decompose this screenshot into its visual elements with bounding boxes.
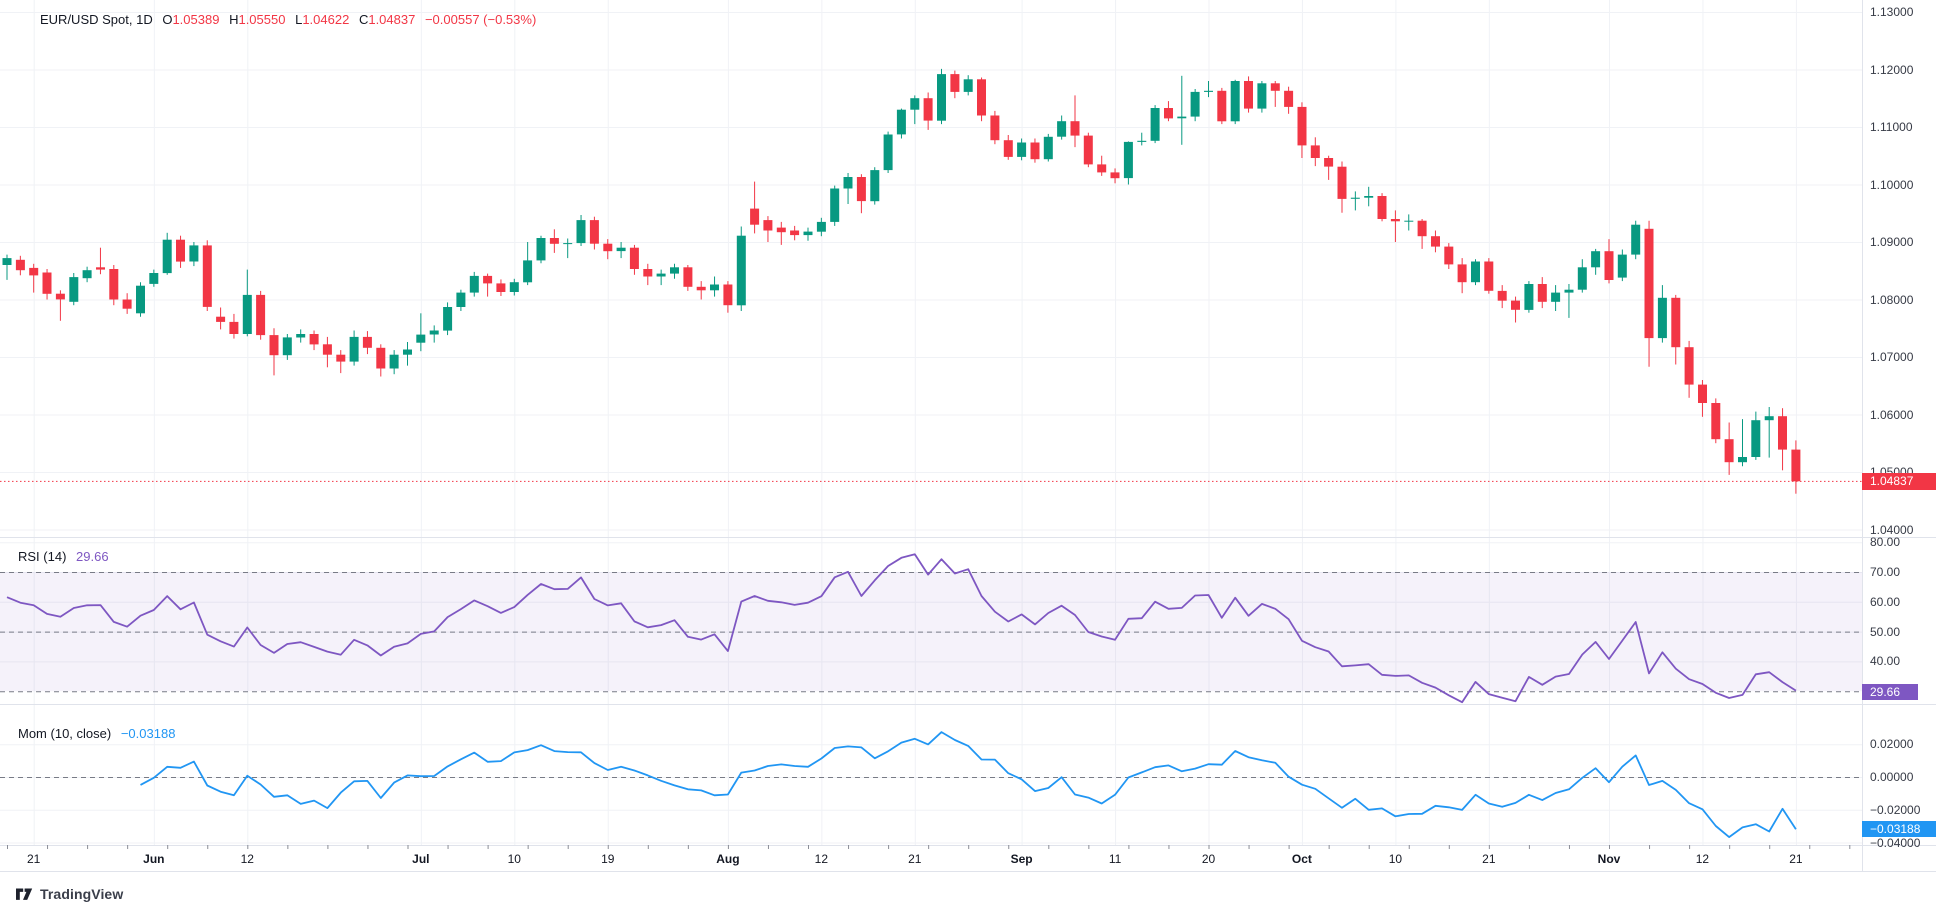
momentum-value: −0.03188 [120,726,176,741]
time-axis-label: 12 [240,852,254,866]
momentum-name: Mom [18,726,47,741]
price-axis-label: 1.13000 [1870,5,1914,19]
time-axis-label: 12 [814,852,829,866]
rsi-legend[interactable]: RSI (14) 29.66 [18,549,109,564]
rsi-axis-label: 60.00 [1870,594,1901,609]
price-axis-label: 1.09000 [1870,235,1914,249]
rsi-value: 29.66 [76,549,109,564]
time-axis-label: Oct [1291,852,1312,866]
tradingview-logo-icon [16,888,33,900]
time-axis-label: 21 [27,852,41,866]
tradingview-logo-text: TradingView [40,886,124,902]
rsi-line [6,553,1797,704]
symbol-title: EUR/USD Spot, 1D [40,12,153,27]
rsi-axis-label: 70.00 [1870,565,1901,579]
low-key: L [295,12,303,27]
time-axis-label: 10 [507,852,521,866]
time-axis-label: 12 [1695,852,1710,866]
price-axis-label: 1.07000 [1870,350,1914,364]
last-price-badge: 1.04837 [1862,472,1936,490]
open-value: 1.05389 [172,12,220,27]
momentum-params: (10, close) [50,726,112,741]
rsi-value-badge: 29.66 [1862,684,1918,701]
rsi-params: (14) [43,549,67,564]
rsi-axis-label: 50.00 [1870,624,1901,639]
momentum-axis-label: 0.00000 [1870,770,1914,784]
candlestick-series [2,68,1801,494]
time-axis-label: 21 [908,852,922,866]
momentum-axis-label: −0.02000 [1870,802,1921,817]
momentum-value-badge: −0.03188 [1862,821,1936,838]
time-axis-label: 21 [1482,852,1496,866]
symbol-legend[interactable]: EUR/USD Spot, 1D O1.05389 H1.05550 L1.04… [40,12,536,27]
close-value: 1.04837 [368,12,416,27]
price-axis-label: 1.10000 [1870,177,1914,192]
rsi-axis-label: 40.00 [1870,654,1901,669]
time-axis-label: 10 [1388,852,1403,866]
price-axis-label: 1.06000 [1870,407,1914,422]
momentum-line [140,731,1797,838]
close-key: C [358,12,369,27]
time-axis-label: 11 [1108,852,1122,866]
time-axis-label: 21 [1789,852,1803,866]
high-value: 1.05550 [238,12,286,27]
time-axis-label: Jul [412,852,430,866]
price-axis-label: 1.11000 [1870,120,1913,134]
time-axis-label: 19 [601,852,615,866]
momentum-legend[interactable]: Mom (10, close) −0.03188 [18,726,175,741]
momentum-axis-label: 0.02000 [1870,737,1914,752]
tradingview-logo[interactable]: TradingView [16,886,123,902]
rsi-axis-label: 80.00 [1870,535,1901,550]
low-value: 1.04622 [302,12,350,27]
price-axis-label: 1.04000 [1870,522,1914,537]
time-axis-label: Jun [143,852,165,866]
time-axis-label: Nov [1597,852,1621,866]
change-value: −0.00557 (−0.53%) [424,12,537,27]
price-axis-label: 1.12000 [1870,62,1914,77]
momentum-axis-label: −0.04000 [1870,835,1921,850]
rsi-name: RSI [18,549,40,564]
price-axis-label: 1.08000 [1870,292,1914,307]
time-axis-label: Sep [1010,852,1033,866]
open-key: O [162,12,173,27]
time-axis-label: 20 [1201,852,1216,866]
time-axis-label: Aug [716,852,740,866]
high-key: H [229,12,239,27]
